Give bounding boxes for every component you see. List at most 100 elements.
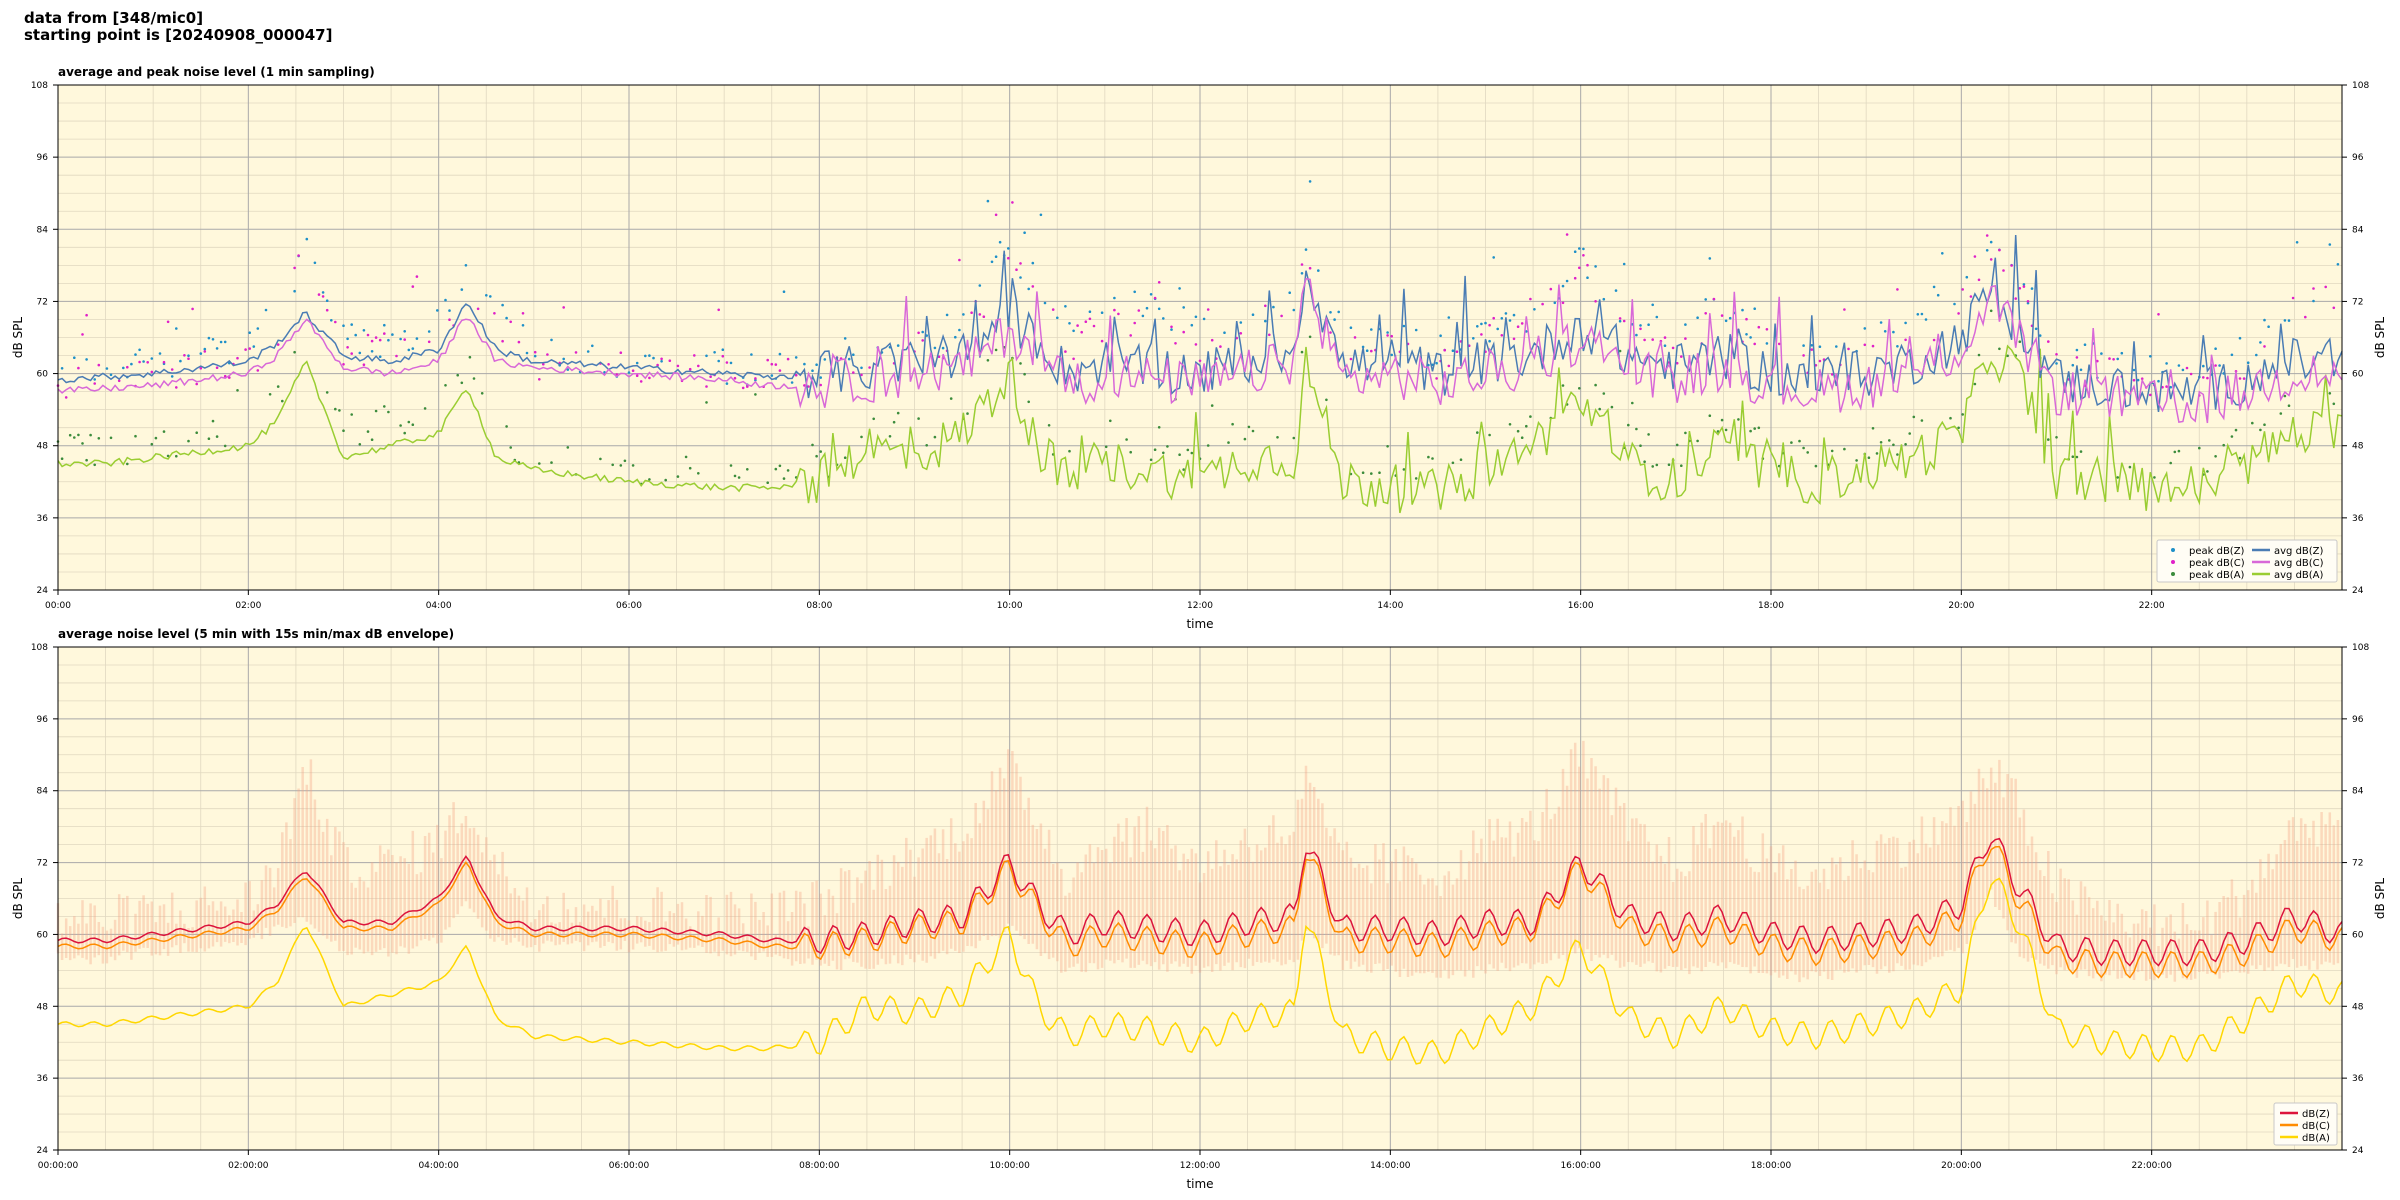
series-peak-z-point xyxy=(501,303,504,307)
figure-header: data from [348/mic0] starting point is [… xyxy=(24,10,332,44)
series-peak-c-point xyxy=(493,312,496,315)
series-peak-c-point xyxy=(1802,354,1805,357)
series-peak-z-point xyxy=(819,376,822,379)
series-peak-a-point xyxy=(126,462,129,466)
series-peak-a-point xyxy=(2047,438,2050,441)
series-db-a-line xyxy=(57,877,2343,1065)
series-peak-z-point xyxy=(1749,336,1752,339)
header-source: data from [348/mic0] xyxy=(24,9,204,27)
series-peak-a-point xyxy=(892,420,896,424)
series-peak-z-point xyxy=(1879,321,1883,324)
series-peak-c-point xyxy=(183,354,186,357)
series-avg-z-line xyxy=(57,234,2343,413)
series-peak-z-point xyxy=(207,336,211,340)
series-peak-z-point xyxy=(1582,247,1585,251)
series-peak-a-point xyxy=(1879,441,1883,444)
series-peak-c-point xyxy=(1113,308,1116,312)
series-peak-c-point xyxy=(705,385,708,388)
series-peak-c-point xyxy=(521,312,525,315)
series-peak-c-point xyxy=(81,333,84,336)
series-peak-c-point xyxy=(395,354,398,358)
series-peak-c-point xyxy=(2291,296,2295,300)
series-peak-z-point xyxy=(2071,363,2075,367)
series-peak-c-point xyxy=(994,213,998,217)
series-peak-a-point xyxy=(2251,421,2254,425)
series-peak-c-point xyxy=(2075,356,2079,359)
series-peak-c-point xyxy=(1170,325,1173,329)
series-peak-z-point xyxy=(1170,328,1173,331)
series-peak-c-point xyxy=(321,295,325,298)
chart1-xtick-label: 22:00 xyxy=(2139,601,2165,611)
series-peak-c-point xyxy=(1684,337,1687,340)
series-peak-z-point xyxy=(2202,364,2205,368)
series-peak-z-point xyxy=(1565,279,1569,283)
series-peak-c-point xyxy=(195,382,198,386)
series-peak-z-point xyxy=(1728,316,1732,320)
series-peak-c-point xyxy=(1500,334,1504,337)
series-peak-a-point xyxy=(1639,444,1642,448)
series-peak-a-point xyxy=(480,392,484,395)
series-db-c-line xyxy=(57,845,2343,979)
chart1-ytick-label: 48 xyxy=(37,442,49,452)
chart1-ytick-label-right: 84 xyxy=(2352,225,2364,235)
series-peak-z-point xyxy=(986,199,990,203)
series-peak-c-point xyxy=(1675,361,1679,365)
series-peak-z-point xyxy=(652,356,655,360)
series-peak-z-point xyxy=(362,329,366,332)
series-peak-z-point xyxy=(1149,293,1153,296)
series-peak-c-point xyxy=(509,320,512,324)
series-peak-z-point xyxy=(305,237,309,241)
series-peak-z-point xyxy=(1390,353,1393,357)
chart1-xtick-label: 12:00 xyxy=(1187,601,1213,611)
series-peak-a-point xyxy=(2169,461,2172,465)
series-peak-c-point xyxy=(1349,357,1353,361)
series-peak-z-point xyxy=(1337,310,1340,314)
series-peak-c-point xyxy=(411,285,415,288)
series-peak-z-point xyxy=(1333,318,1336,321)
series-peak-z-point xyxy=(1072,329,1075,333)
series-peak-a-point xyxy=(1957,426,1960,430)
series-peak-c-point xyxy=(256,369,260,372)
series-peak-z-point xyxy=(586,350,590,353)
series-peak-c-point xyxy=(244,348,247,351)
series-peak-c-point xyxy=(1757,325,1761,329)
series-peak-z-point xyxy=(1924,318,1928,321)
series-peak-z-point xyxy=(448,309,451,312)
series-peak-c-point xyxy=(1618,317,1622,320)
chart1-xtick-label: 02:00 xyxy=(235,601,261,611)
series-peak-c-point xyxy=(2112,358,2115,361)
series-peak-a-point xyxy=(1386,445,1389,448)
series-peak-a-point xyxy=(917,417,920,420)
series-peak-a-point xyxy=(1867,456,1871,460)
series-peak-a-point xyxy=(2222,443,2225,447)
series-peak-a-point xyxy=(860,435,863,439)
series-peak-z-point xyxy=(1414,328,1418,332)
series-peak-z-point xyxy=(1447,316,1451,319)
series-peak-z-point xyxy=(436,309,439,312)
series-peak-a-point xyxy=(1149,458,1153,462)
series-peak-z-point xyxy=(93,378,96,381)
series-peak-z-point xyxy=(415,337,419,340)
series-peak-z-point xyxy=(1251,313,1255,317)
series-peak-a-point xyxy=(994,348,998,352)
series-peak-z-point xyxy=(2169,385,2172,389)
series-peak-a-point xyxy=(1888,439,1891,442)
series-peak-a-point xyxy=(2153,476,2156,479)
chart1-ytick-label: 36 xyxy=(37,514,49,524)
series-peak-c-point xyxy=(1622,319,1626,323)
series-peak-c-point xyxy=(2238,377,2242,380)
chart2-title: average noise level (5 min with 15s min/… xyxy=(58,627,454,641)
series-peak-z-point xyxy=(1178,287,1181,290)
series-peak-a-point xyxy=(1578,387,1581,390)
series-peak-a-point xyxy=(1643,460,1646,464)
series-peak-a-point xyxy=(399,424,402,427)
series-peak-c-point xyxy=(2324,285,2327,289)
series-peak-a-point xyxy=(2259,428,2262,432)
series-peak-c-point xyxy=(126,365,129,369)
series-peak-c-point xyxy=(366,333,370,337)
series-peak-a-point xyxy=(89,433,92,437)
chart1-ytick-label-right: 24 xyxy=(2352,586,2364,596)
series-peak-c-point xyxy=(2242,377,2246,380)
chart1-ytick-label-right: 108 xyxy=(2352,81,2369,91)
series-peak-a-point xyxy=(97,437,101,440)
